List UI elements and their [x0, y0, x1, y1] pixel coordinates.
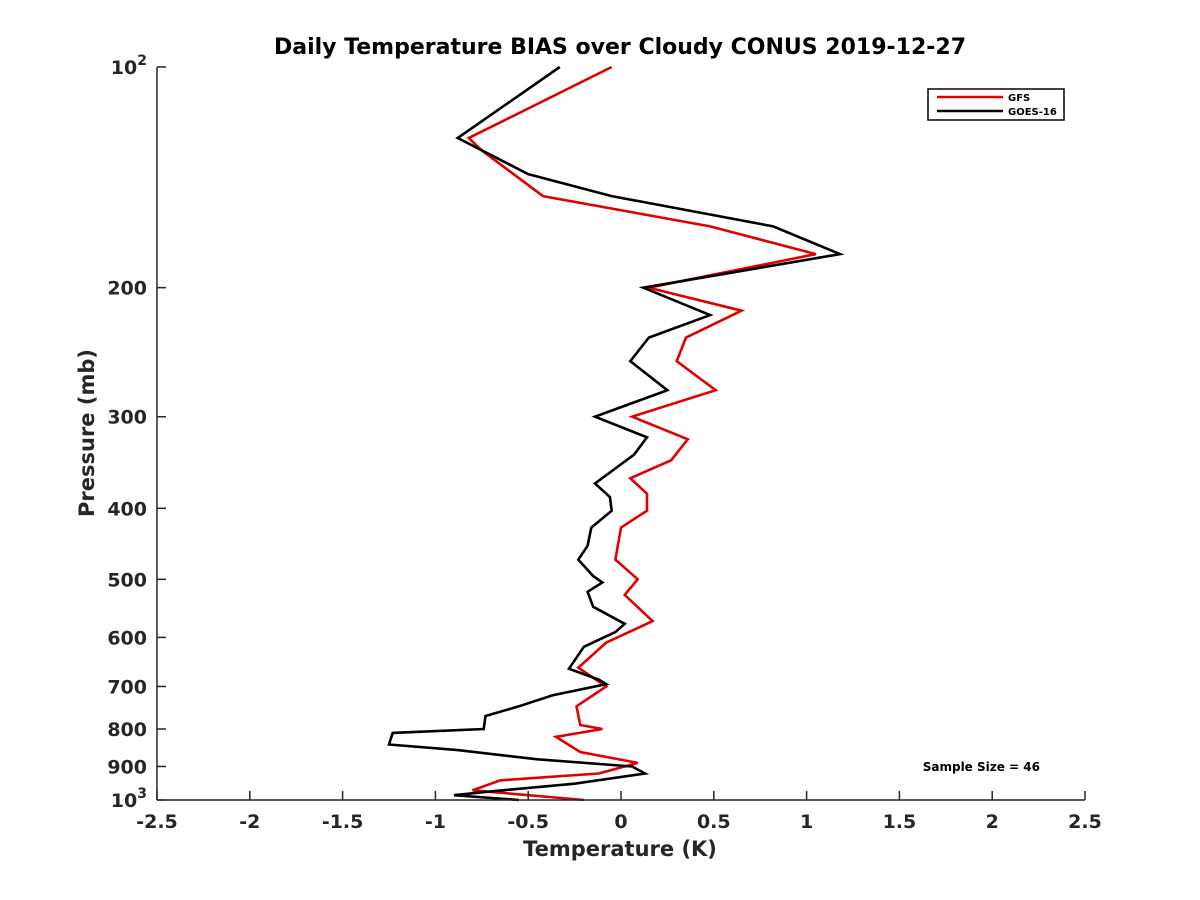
x-tick-label: -1.5 [322, 811, 364, 833]
legend-label-gfs: GFS [1008, 93, 1030, 104]
legend-label-goes16: GOES-16 [1008, 107, 1057, 118]
plot-area [387, 65, 845, 802]
x-tick-label: -0.5 [507, 811, 549, 833]
x-tick-label: 2.5 [1068, 811, 1102, 833]
x-tick-label: -2 [239, 811, 260, 833]
tick-labels: -2.5 -2 -1.5 -1 -0.5 0 0.5 1 1.5 2 2.5 102 200 300 400… [107, 53, 1102, 833]
y-tick-label: 600 [107, 627, 147, 649]
y-tick-label: 500 [107, 569, 147, 591]
x-tick-label: -1 [425, 811, 446, 833]
y-tick-label: 900 [107, 756, 147, 778]
y-tick-label: 102 [111, 53, 147, 79]
axes [156, 66, 1086, 801]
y-axis-label: Pressure (mb) [75, 349, 99, 517]
x-tick-label: 0.5 [697, 811, 731, 833]
chart-title: Daily Temperature BIAS over Cloudy CONUS… [274, 35, 966, 60]
legend-box [927, 88, 1065, 121]
legend: GFS GOES-16 [927, 88, 1065, 121]
series-line-goes16 [387, 65, 845, 802]
series-line-gfs [466, 65, 817, 802]
x-axis-label: Temperature (K) [523, 837, 717, 861]
y-tick-label: 800 [107, 719, 147, 741]
y-tick-label: 103 [111, 786, 147, 812]
y-tick-label: 700 [107, 676, 147, 698]
x-tick-label: 0 [614, 811, 627, 833]
sample-size-annotation: Sample Size = 46 [923, 760, 1040, 774]
x-tick-label: -2.5 [136, 811, 178, 833]
y-tick-label: 400 [107, 498, 147, 520]
y-tick-label: 300 [107, 407, 147, 429]
x-tick-label: 2 [986, 811, 999, 833]
y-tick-label: 200 [107, 278, 147, 300]
x-tick-label: 1.5 [883, 811, 917, 833]
x-tick-label: 1 [800, 811, 813, 833]
